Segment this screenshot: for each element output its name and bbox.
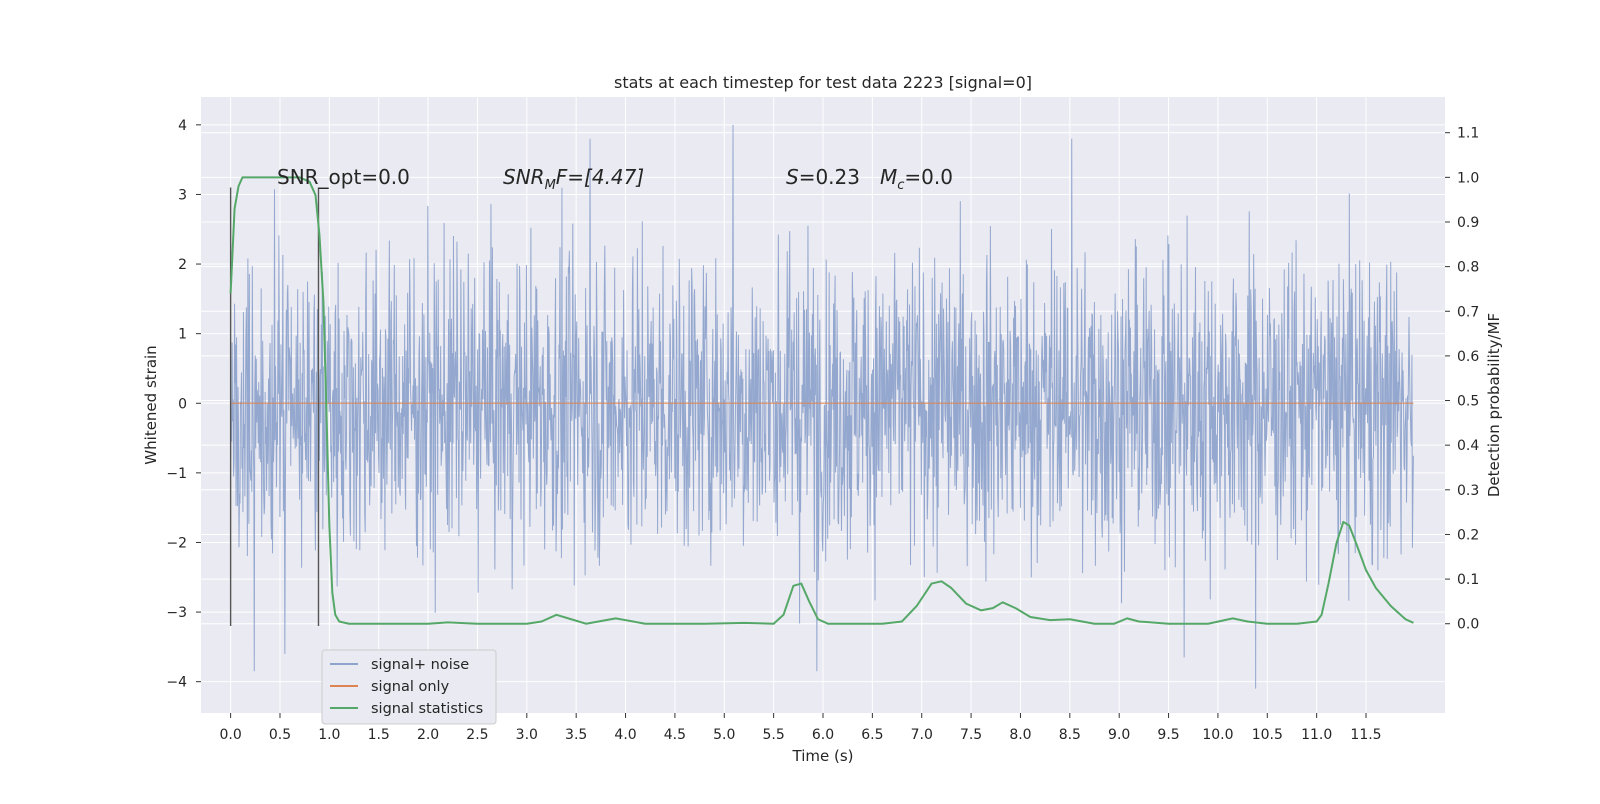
x-tick-label: 5.0 [713,727,735,743]
x-tick-label: 4.0 [614,727,636,743]
x-tick-label: 1.0 [318,727,340,743]
y2-tick-label: 0.2 [1457,527,1479,543]
x-tick-label: 8.0 [1009,727,1031,743]
x-tick-label: 10.5 [1252,727,1283,743]
x-tick-label: 2.5 [466,727,488,743]
y-tick-label: 1 [178,327,187,343]
x-tick-label: 8.5 [1059,727,1081,743]
series-signal-noise-line [230,124,1414,689]
annotation-snr-mf: SNRMF=[4.47] [503,165,644,193]
x-tick-label: 11.5 [1350,727,1381,743]
annotation-snr-opt: SNR_opt=0.0 [277,165,410,189]
series-signal-statistics-line [229,176,1414,625]
y-tick-label: −3 [166,605,187,621]
x-tick-label: 11.0 [1301,727,1332,743]
y-tick-label: −4 [166,675,187,691]
y-tick-label: −2 [166,535,187,551]
y2-tick-label: 1.0 [1457,170,1479,186]
y-tick-label: 3 [178,187,187,203]
x-tick-label: 7.5 [960,727,982,743]
annotation-mc: Mc=0.0 [880,165,953,193]
y-tick-label: −1 [166,466,187,482]
y-axis-label: Whitened strain [142,345,160,464]
y2-tick-label: 0.8 [1457,260,1479,276]
x-axis-label: Time (s) [792,747,854,765]
x-tick-label: 10.0 [1202,727,1233,743]
chart-title: stats at each timestep for test data 222… [614,73,1032,92]
y2-axis-label: Detection probability/MF [1485,313,1503,497]
y2-tick-label: 0.1 [1457,572,1479,588]
x-tick-label: 9.0 [1108,727,1130,743]
x-tick-label: 6.0 [812,727,834,743]
legend-label-signal-only: signal only [371,679,450,695]
y2-tick-label: 0.3 [1457,483,1479,499]
x-tick-label: 4.5 [664,727,686,743]
y2-tick-label: 0.9 [1457,215,1479,231]
y2-tick-label: 0.5 [1457,394,1479,410]
x-tick-label: 3.0 [516,727,538,743]
y2-tick-label: 0.4 [1457,438,1479,454]
x-tick-label: 0.0 [219,727,241,743]
y-tick-label: 2 [178,257,187,273]
y2-tick-label: 0.7 [1457,304,1479,320]
legend-label-signal-noise: signal+ noise [371,657,469,673]
legend-label-signal-statistics: signal statistics [371,701,483,717]
x-tick-label: 3.5 [565,727,587,743]
annotation-s: S=0.23 [786,165,860,189]
legend: signal+ noise signal only signal statist… [321,649,497,725]
y2-tick-label: 0.6 [1457,349,1479,365]
y2-tick-label: 0.0 [1457,617,1479,633]
x-tick-label: 2.0 [417,727,439,743]
x-tick-label: 7.0 [911,727,933,743]
x-tick-label: 1.5 [368,727,390,743]
legend-box [321,649,497,725]
x-tick-label: 6.5 [861,727,883,743]
y-tick-label: 0 [178,396,187,412]
y-tick-label: 4 [178,118,187,134]
x-tick-label: 0.5 [269,727,291,743]
x-tick-label: 5.5 [763,727,785,743]
y2-tick-label: 1.1 [1457,126,1479,142]
x-tick-label: 9.5 [1157,727,1179,743]
